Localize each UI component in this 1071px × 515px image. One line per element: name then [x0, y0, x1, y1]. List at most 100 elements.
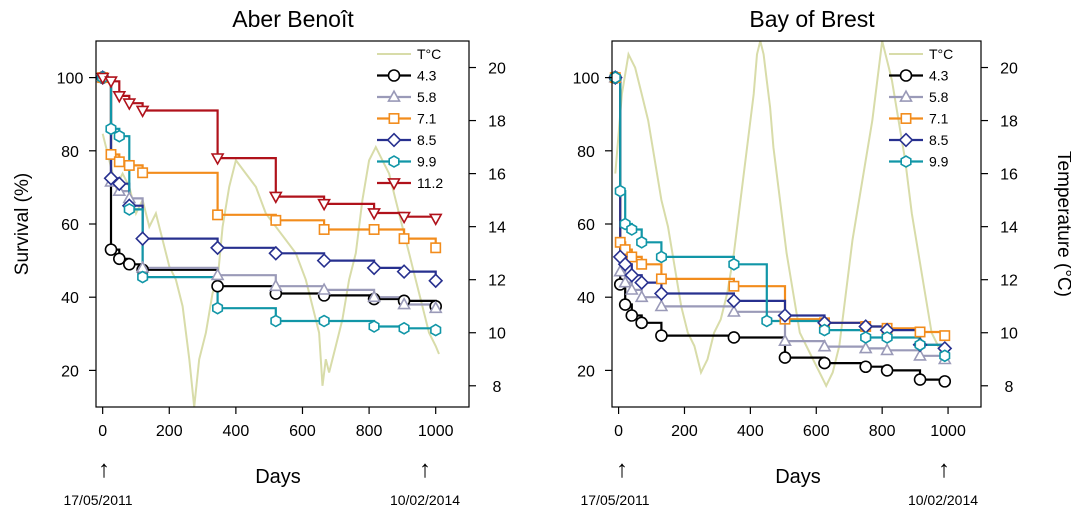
data-point-4-3-bay-of-brest — [635, 316, 648, 330]
series-line-11-2-aber-benoit — [102, 76, 437, 219]
data-point-11-2-aber-benoit — [135, 105, 150, 118]
y-tick-label-bay-of-brest: 40 — [577, 290, 595, 307]
legend-label-4-3-bay-of-brest: 4.3 — [929, 68, 949, 84]
legend-marker-4-3-bay-of-brest — [899, 69, 913, 82]
y2-tick-label-aber-benoit: 18 — [488, 114, 506, 131]
data-point-8-5-aber-benoit — [316, 253, 332, 269]
data-point-8-5-bay-of-brest — [726, 293, 742, 309]
y2-tick-label-bay-of-brest: 8 — [1005, 379, 1014, 396]
data-point-9-9-aber-benoit — [123, 202, 135, 216]
y-tick-label-bay-of-brest: 80 — [577, 144, 595, 161]
end-arrow-aber-benoit: ↑ — [419, 456, 431, 483]
y2-tick-label-bay-of-brest: 18 — [1000, 114, 1018, 131]
data-point-9-9-aber-benoit — [318, 314, 330, 328]
legend-marker-9-9-bay-of-brest — [900, 155, 912, 168]
data-point-8-5-aber-benoit — [111, 176, 127, 192]
data-point-4-3-bay-of-brest — [913, 373, 927, 386]
data-point-5-8-bay-of-brest — [913, 348, 927, 361]
series-line-8-5-aber-benoit — [102, 76, 437, 281]
data-point-7-1-aber-benoit — [123, 159, 135, 171]
legend-label-temp-bay-of-brest: T°C — [929, 46, 953, 62]
y2-tick-label-aber-benoit: 20 — [488, 61, 506, 78]
y2-tick-label-bay-of-brest: 14 — [1000, 220, 1018, 237]
legend-label-8-5-bay-of-brest: 8.5 — [929, 132, 949, 148]
data-point-5-8-bay-of-brest — [727, 304, 741, 317]
legend-marker-8-5-aber-benoit — [386, 132, 402, 148]
data-point-9-9-bay-of-brest — [614, 184, 626, 198]
x-axis-title-aber-benoit: Days — [255, 466, 301, 488]
data-point-4-3-bay-of-brest — [727, 331, 741, 344]
data-point-9-9-bay-of-brest — [818, 323, 831, 337]
legend-marker-5-8-aber-benoit — [387, 89, 401, 102]
data-point-9-9-bay-of-brest — [860, 331, 872, 344]
data-point-5-8-bay-of-brest — [634, 289, 649, 303]
legend-label-9-9-bay-of-brest: 9.9 — [929, 154, 949, 170]
data-point-5-8-aber-benoit — [317, 282, 331, 295]
y2-tick-label-aber-benoit: 14 — [488, 220, 506, 237]
x-tick-label-aber-benoit: 400 — [223, 423, 250, 440]
y-tick-label-aber-benoit: 60 — [61, 217, 79, 234]
data-point-7-1-bay-of-brest — [636, 258, 648, 270]
data-point-5-8-bay-of-brest — [654, 298, 669, 312]
data-point-8-5-aber-benoit — [366, 260, 382, 276]
x-tick-label-bay-of-brest: 400 — [737, 423, 764, 440]
legend-label-11-2-aber-benoit: 11.2 — [417, 175, 443, 191]
legend-marker-9-9-aber-benoit — [388, 155, 400, 168]
series-line-7-1-aber-benoit — [102, 76, 437, 248]
data-point-9-9-aber-benoit — [430, 323, 442, 337]
right-y-axis-title: Temperature (°C) — [1053, 151, 1071, 297]
data-point-4-3-aber-benoit — [104, 243, 118, 256]
data-point-9-9-bay-of-brest — [728, 257, 740, 271]
data-point-8-5-aber-benoit — [396, 264, 412, 280]
data-point-5-8-bay-of-brest — [624, 282, 639, 295]
data-point-4-3-bay-of-brest — [625, 309, 639, 322]
data-point-9-9-bay-of-brest — [626, 223, 638, 236]
data-point-5-8-aber-benoit — [268, 278, 283, 292]
data-point-7-1-aber-benoit — [368, 224, 380, 235]
legend-marker-4-3-aber-benoit — [387, 69, 401, 82]
data-point-5-8-bay-of-brest — [618, 275, 633, 288]
data-point-8-5-aber-benoit — [135, 231, 151, 247]
legend-bay-of-brest: T°C 4.3 5.8 7.1 8.5 9.9 — [889, 46, 953, 170]
data-point-11-2-aber-benoit — [367, 208, 381, 221]
data-point-7-1-bay-of-brest — [655, 273, 667, 285]
panel-aber-benoit: Aber Benoît Days ↑ ↑ 17/05/2011 10/02/20… — [57, 6, 506, 508]
data-point-4-3-aber-benoit — [211, 279, 224, 293]
data-point-11-2-aber-benoit — [397, 211, 411, 225]
data-point-11-2-aber-benoit — [428, 213, 443, 226]
data-point-7-1-bay-of-brest — [939, 330, 951, 342]
x-axis-title-bay-of-brest: Days — [775, 466, 821, 488]
data-point-11-2-aber-benoit — [122, 98, 137, 111]
data-point-4-3-bay-of-brest — [938, 375, 952, 388]
x-tick-label-bay-of-brest: 0 — [614, 423, 623, 440]
data-point-9-9-aber-benoit — [368, 320, 380, 333]
data-point-7-1-aber-benoit — [137, 167, 149, 179]
data-point-7-1-aber-benoit — [318, 224, 330, 235]
data-point-8-5-bay-of-brest — [617, 256, 633, 272]
data-point-11-2-aber-benoit — [104, 76, 118, 89]
data-point-5-8-bay-of-brest — [778, 333, 792, 347]
data-point-5-8-bay-of-brest — [817, 339, 832, 352]
data-point-9-9-aber-benoit — [113, 129, 125, 143]
data-point-7-1-bay-of-brest — [728, 280, 740, 292]
legend-marker-5-8-bay-of-brest — [899, 89, 913, 102]
data-point-5-8-aber-benoit — [397, 297, 411, 310]
legend-marker-7-1-aber-benoit — [388, 113, 400, 124]
data-point-11-2-aber-benoit — [112, 91, 127, 104]
legend-label-7-1-aber-benoit: 7.1 — [417, 111, 437, 127]
data-point-9-9-aber-benoit — [270, 314, 282, 328]
data-point-9-9-bay-of-brest — [761, 314, 773, 328]
y2-tick-label-bay-of-brest: 12 — [1000, 273, 1018, 290]
start-arrow-aber-benoit: ↑ — [98, 456, 110, 483]
data-point-9-9-aber-benoit — [212, 301, 224, 315]
data-point-9-9-bay-of-brest — [636, 235, 648, 249]
data-point-9-9-bay-of-brest — [655, 250, 668, 264]
data-point-7-1-aber-benoit — [398, 233, 410, 245]
data-point-9-9-aber-benoit — [105, 122, 117, 136]
data-point-11-2-aber-benoit — [317, 198, 331, 212]
start-date-aber-benoit: 17/05/2011 — [63, 492, 132, 508]
data-point-5-8-aber-benoit — [210, 267, 225, 281]
legend-marker-7-1-bay-of-brest — [900, 113, 912, 124]
data-point-5-8-aber-benoit — [367, 289, 381, 303]
temperature-line-bay-of-brest — [614, 40, 943, 389]
